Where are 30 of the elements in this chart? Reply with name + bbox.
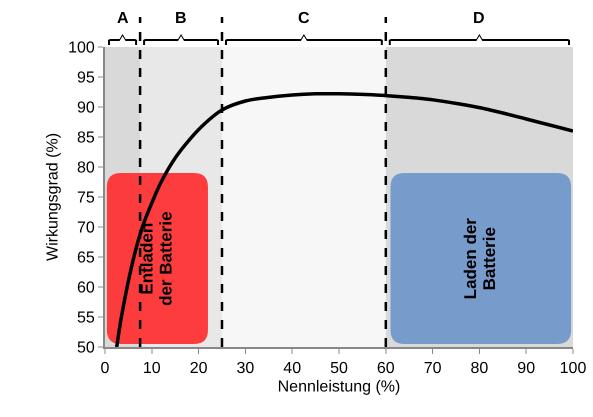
x-tick-label: 20	[190, 360, 208, 378]
x-tick-label: 40	[283, 360, 302, 378]
y-tick-label: 50	[77, 340, 95, 357]
y-tick-label: 55	[77, 310, 95, 327]
y-tick-label: 90	[77, 100, 95, 117]
x-axis-title: Nennleistung (%)	[278, 378, 400, 396]
y-tick-label: 80	[77, 160, 95, 177]
band-label: A	[117, 10, 129, 27]
annotation: Laden der Batterie	[461, 218, 500, 300]
x-tick-label: 70	[424, 360, 442, 378]
y-tick-label: 95	[77, 70, 95, 87]
band-label: C	[298, 10, 310, 27]
y-tick-label: 75	[77, 190, 95, 207]
x-tick-label: 100	[560, 360, 586, 378]
x-tick-label: 60	[376, 360, 395, 378]
y-tick-label: 60	[77, 280, 95, 297]
x-tick-label: 30	[236, 360, 254, 378]
y-tick-label: 70	[77, 220, 95, 237]
x-tick-label: 50	[330, 360, 348, 378]
y-tick-label: 85	[77, 130, 95, 147]
x-tick-label: 10	[142, 360, 161, 378]
y-axis-title: Wirkungsgrad (%)	[44, 132, 62, 262]
band-label: B	[175, 10, 187, 27]
band-label: D	[473, 10, 485, 27]
annotation: Entladen der Batterie	[138, 211, 176, 306]
x-tick-label: 0	[100, 360, 110, 378]
x-tick-label: 90	[517, 360, 536, 378]
y-tick-label: 65	[77, 250, 95, 267]
x-tick-label: 80	[470, 360, 488, 378]
y-tick-label: 100	[68, 40, 95, 57]
